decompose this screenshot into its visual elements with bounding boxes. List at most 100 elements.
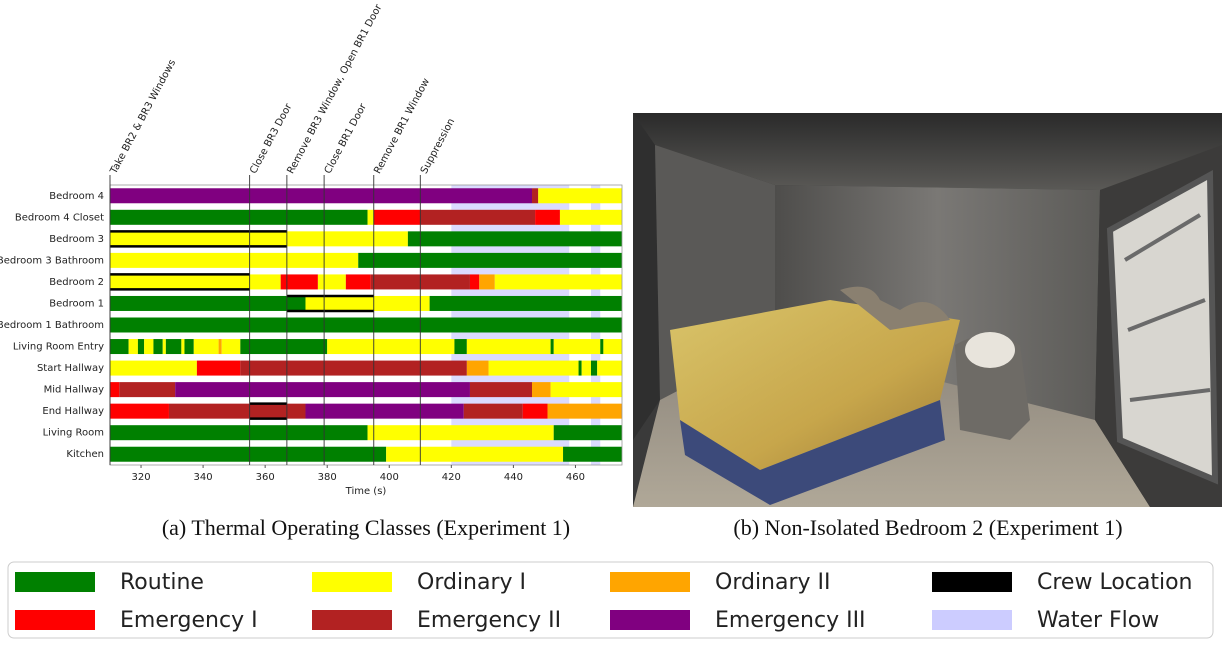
class-segment — [430, 296, 622, 311]
event-label: Suppression — [419, 117, 457, 176]
class-segment — [110, 404, 169, 419]
class-segment — [374, 210, 421, 225]
class-segment — [110, 318, 622, 333]
figure: (b) Non-Isolated Bedroom 2 (Experiment 1… — [0, 0, 1222, 645]
class-segment — [532, 188, 538, 203]
armchair-stuffing — [965, 332, 1015, 368]
class-segment — [110, 361, 197, 376]
event-label: Take BR2 & BR3 Windows — [108, 58, 178, 177]
legend-label: Routine — [120, 570, 204, 595]
row-label: Bedroom 1 — [49, 298, 104, 309]
class-segment — [197, 361, 240, 376]
class-segment — [219, 339, 222, 354]
photo — [633, 113, 1222, 507]
x-tick-label: 340 — [194, 472, 213, 483]
class-segment — [110, 425, 368, 440]
legend-swatch — [610, 572, 690, 592]
class-segment — [110, 210, 368, 225]
class-segment — [532, 382, 551, 397]
class-segment — [489, 361, 579, 376]
row-label: Living Room — [43, 428, 104, 439]
row-label: Bedroom 3 Bathroom — [0, 255, 104, 266]
legend-label: Ordinary I — [417, 570, 526, 595]
x-tick-label: 420 — [442, 472, 461, 483]
window — [1110, 175, 1215, 480]
class-segment — [144, 339, 153, 354]
class-segment — [479, 274, 495, 289]
legend-swatch — [312, 610, 392, 630]
class-segment — [194, 339, 219, 354]
class-segment — [386, 447, 563, 462]
class-segment — [470, 382, 532, 397]
class-segment — [464, 404, 523, 419]
row-label: Kitchen — [66, 449, 104, 460]
photo-caption: (b) Non-Isolated Bedroom 2 (Experiment 1… — [733, 515, 1122, 540]
x-tick-label: 360 — [256, 472, 275, 483]
row-label: Bedroom 3 — [49, 234, 104, 245]
class-segment — [110, 382, 119, 397]
class-segment — [603, 339, 622, 354]
class-segment — [560, 210, 622, 225]
legend-label: Crew Location — [1037, 570, 1193, 595]
class-segment — [129, 339, 138, 354]
chart-caption: (a) Thermal Operating Classes (Experimen… — [162, 515, 570, 540]
event-label: Close BR1 Door — [323, 101, 370, 176]
legend-swatch — [15, 572, 95, 592]
class-segment — [358, 253, 622, 268]
class-segment — [454, 339, 466, 354]
x-tick-label: 400 — [380, 472, 399, 483]
row-label: Start Hallway — [37, 363, 104, 374]
legend-label: Emergency II — [417, 608, 561, 633]
class-segment — [240, 339, 327, 354]
class-segment — [591, 361, 597, 376]
class-segment — [563, 447, 622, 462]
class-segment — [222, 339, 241, 354]
class-segment — [110, 274, 281, 289]
class-segment — [153, 339, 162, 354]
class-segment — [551, 382, 622, 397]
class-segment — [551, 339, 554, 354]
class-segment — [110, 188, 532, 203]
class-segment — [181, 339, 184, 354]
row-label: End Hallway — [42, 406, 104, 417]
class-segment — [420, 210, 535, 225]
class-segment — [346, 274, 371, 289]
legend-swatch — [312, 572, 392, 592]
class-segment — [166, 339, 182, 354]
class-segment — [554, 425, 622, 440]
x-tick-label: 440 — [504, 472, 523, 483]
class-segment — [368, 425, 554, 440]
class-segment — [110, 339, 129, 354]
class-segment — [119, 382, 175, 397]
x-tick-label: 460 — [566, 472, 585, 483]
class-segment — [467, 361, 489, 376]
x-tick-label: 380 — [318, 472, 337, 483]
legend-swatch — [610, 610, 690, 630]
class-segment — [318, 274, 346, 289]
class-segment — [548, 404, 622, 419]
row-label: Bedroom 1 Bathroom — [0, 320, 104, 331]
class-segment — [110, 253, 358, 268]
legend-label: Emergency I — [120, 608, 258, 633]
x-tick-label: 320 — [131, 472, 150, 483]
figure-canvas: (b) Non-Isolated Bedroom 2 (Experiment 1… — [0, 0, 1222, 645]
class-segment — [495, 274, 622, 289]
class-segment — [240, 361, 467, 376]
class-segment — [600, 339, 603, 354]
class-segment — [470, 274, 479, 289]
class-segment — [110, 296, 305, 311]
class-segment — [554, 339, 601, 354]
class-segment — [368, 210, 374, 225]
class-segment — [110, 231, 408, 246]
class-segment — [163, 339, 166, 354]
class-segment — [538, 188, 622, 203]
class-segment — [467, 339, 551, 354]
class-segment — [175, 382, 470, 397]
legend-label: Ordinary II — [715, 570, 831, 595]
legend-label: Water Flow — [1037, 608, 1159, 633]
class-segment — [579, 361, 582, 376]
class-segment — [582, 361, 591, 376]
class-segment — [597, 361, 622, 376]
row-label: Bedroom 2 — [49, 277, 104, 288]
class-segment — [408, 231, 622, 246]
